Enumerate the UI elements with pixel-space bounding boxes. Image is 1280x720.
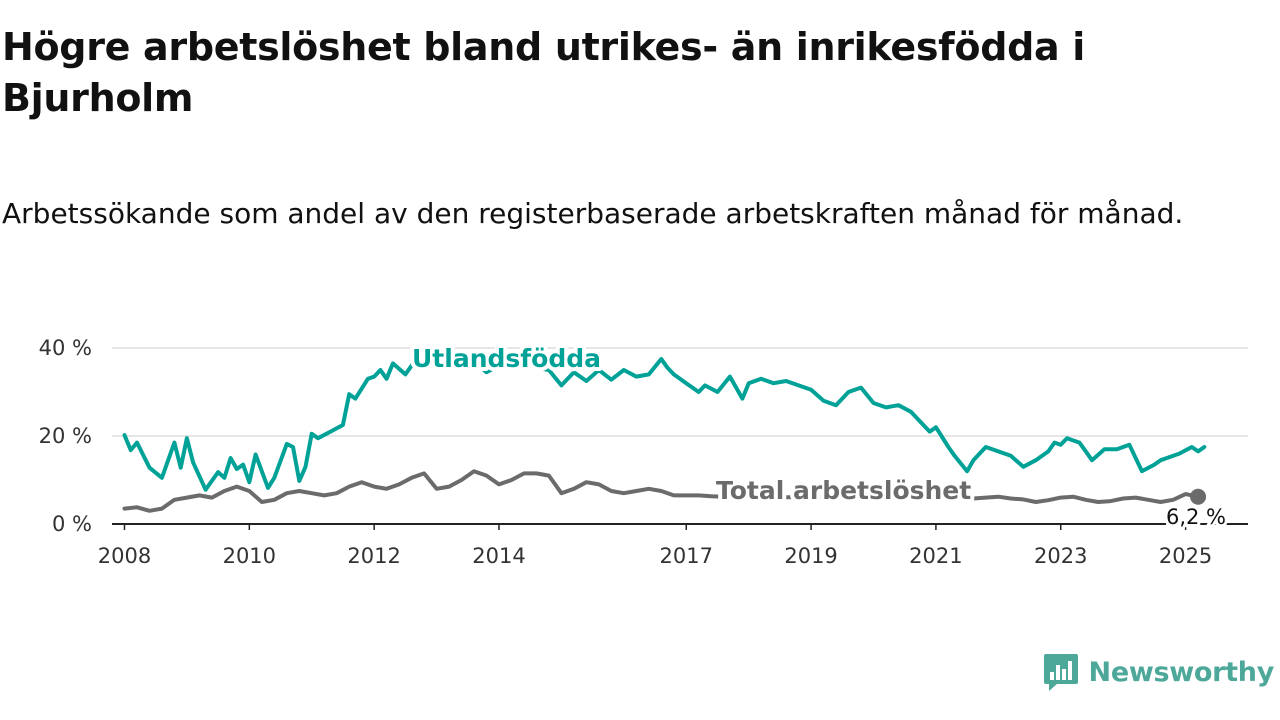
y-tick-label: 0 % [52,512,92,536]
x-tick-label: 2008 [98,544,151,568]
end-point-marker [1190,488,1207,505]
x-axis-ticks: 2008 2010 2012 2014 2017 2019 2021 2023 2025 [98,524,1212,568]
y-tick-label: 40 % [39,336,92,360]
series-labels: Utlandsfödda Total arbetslöshet 6,2 % [408,340,1229,532]
brand-name: Newsworthy [1088,656,1275,688]
y-axis-ticks: 0 % 20 % 40 % [39,336,92,536]
chart-title: Högre arbetslöshet bland utrikes- än inr… [2,25,1085,120]
x-tick-label: 2025 [1159,544,1212,568]
x-tick-label: 2014 [472,544,525,568]
newsworthy-logo-icon [1043,654,1078,691]
series-line-utlandsf-dda [122,354,1207,492]
x-tick-label: 2017 [660,544,713,568]
y-tick-label: 20 % [39,424,92,448]
x-tick-label: 2019 [784,544,837,568]
x-tick-label: 2021 [909,544,962,568]
series-lines [122,354,1207,513]
x-tick-label: 2012 [347,544,400,568]
grid-lines [112,347,1248,525]
chart-subtitle: Arbetssökande som andel av den registerb… [2,197,1184,230]
x-tick-label: 2023 [1034,544,1087,568]
newsworthy-brand: Newsworthy [1043,652,1274,692]
end-value-label: 6,2 % [1166,505,1226,529]
line-chart: 0 % 20 % 40 % 2008 2010 2012 2014 2017 2019 2021… [39,336,1248,568]
series-line-total-arbetsl-shet [122,469,1201,513]
series-label: Total arbetslöshet [716,476,971,505]
series-label: Utlandsfödda [412,344,601,373]
x-tick-label: 2010 [223,544,276,568]
